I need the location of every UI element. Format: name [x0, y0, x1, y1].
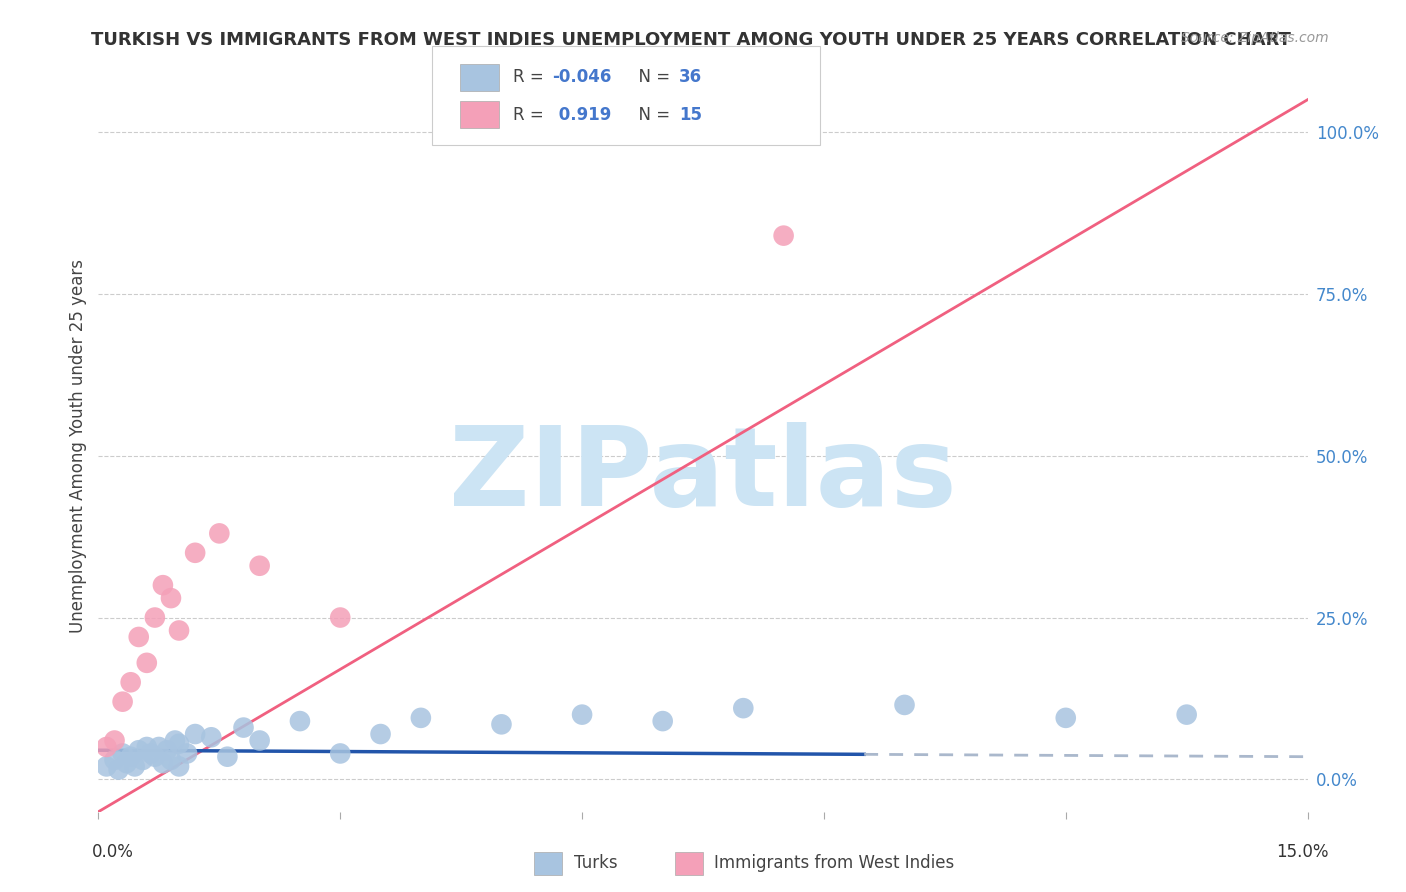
Text: 0.919: 0.919 — [553, 105, 612, 123]
Point — [370, 727, 392, 741]
Point — [491, 717, 513, 731]
Point — [128, 630, 150, 644]
Point — [184, 727, 207, 741]
Point — [115, 756, 138, 771]
Point — [163, 733, 186, 747]
Point — [249, 733, 271, 747]
Text: R =: R = — [513, 105, 550, 123]
Point — [329, 610, 352, 624]
Text: TURKISH VS IMMIGRANTS FROM WEST INDIES UNEMPLOYMENT AMONG YOUTH UNDER 25 YEARS C: TURKISH VS IMMIGRANTS FROM WEST INDIES U… — [91, 31, 1291, 49]
Point — [111, 747, 134, 761]
Text: 15: 15 — [679, 105, 702, 123]
Point — [148, 739, 170, 754]
Point — [152, 578, 174, 592]
Text: Turks: Turks — [574, 855, 617, 872]
Point — [143, 749, 166, 764]
Point — [571, 707, 593, 722]
Point — [124, 759, 146, 773]
Point — [893, 698, 915, 712]
Point — [103, 733, 125, 747]
Text: ZIPatlas: ZIPatlas — [449, 422, 957, 529]
Point — [288, 714, 311, 728]
Point — [156, 743, 179, 757]
Point — [111, 695, 134, 709]
Point — [1054, 711, 1077, 725]
Point — [120, 749, 142, 764]
Text: 36: 36 — [679, 69, 702, 87]
Text: Immigrants from West Indies: Immigrants from West Indies — [714, 855, 955, 872]
Point — [160, 591, 183, 606]
Text: R =: R = — [513, 69, 550, 87]
Text: N =: N = — [628, 69, 676, 87]
Point — [1175, 707, 1198, 722]
Point — [160, 753, 183, 767]
Point — [217, 749, 239, 764]
Point — [167, 737, 190, 751]
Point — [200, 731, 222, 745]
Point — [167, 759, 190, 773]
Point — [249, 558, 271, 573]
Point — [135, 656, 157, 670]
Point — [107, 763, 129, 777]
Text: 0.0%: 0.0% — [91, 843, 134, 861]
Point — [96, 759, 118, 773]
Point — [135, 739, 157, 754]
Point — [733, 701, 755, 715]
Point — [208, 526, 231, 541]
Point — [184, 546, 207, 560]
Point — [132, 753, 155, 767]
Point — [232, 721, 254, 735]
Point — [329, 747, 352, 761]
Point — [167, 624, 190, 638]
Point — [143, 610, 166, 624]
Point — [176, 747, 198, 761]
Point — [103, 753, 125, 767]
Point — [152, 756, 174, 771]
Point — [772, 228, 794, 243]
Text: Source: ZipAtlas.com: Source: ZipAtlas.com — [1181, 31, 1329, 45]
Point — [651, 714, 673, 728]
Point — [139, 747, 162, 761]
Point — [409, 711, 432, 725]
Point — [120, 675, 142, 690]
Text: N =: N = — [628, 105, 676, 123]
Text: -0.046: -0.046 — [553, 69, 612, 87]
Y-axis label: Unemployment Among Youth under 25 years: Unemployment Among Youth under 25 years — [69, 259, 87, 633]
Point — [96, 739, 118, 754]
Point — [128, 743, 150, 757]
Text: 15.0%: 15.0% — [1277, 843, 1329, 861]
